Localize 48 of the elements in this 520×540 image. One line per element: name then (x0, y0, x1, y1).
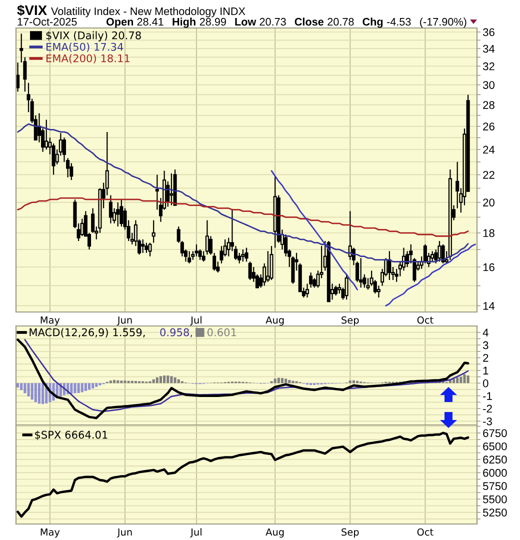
x-tick-label: Jul (190, 316, 202, 326)
x-tick-label: May (40, 528, 60, 538)
y-tick-label: -3 (483, 417, 492, 426)
y-tick-label: 14 (483, 302, 495, 310)
y-tick-label: 20 (483, 198, 494, 206)
y-tick-label: 24 (483, 146, 495, 154)
y-tick-label: 6750 (483, 429, 507, 438)
x-tick-label: Oct (417, 316, 434, 324)
legend-label: MACD(12,26,9) 1.559, (30, 328, 145, 338)
y-tick-label: -2 (483, 404, 492, 413)
x-tick-label: Aug (266, 316, 284, 326)
legend-label: $VIX (Daily) 20.78 (46, 31, 141, 42)
x-tick-label: Sep (342, 528, 359, 538)
y-tick-label: 1 (483, 366, 488, 374)
y-tick-label: 26 (483, 122, 494, 130)
y-tick-label: 0 (482, 379, 488, 388)
x-tick-label: Aug (266, 528, 284, 538)
text: 0.958, (160, 328, 192, 338)
y-tick-label: 6500 (483, 442, 507, 450)
y-tick-label: 2 (483, 354, 488, 362)
y-tick-label: 28 (483, 101, 494, 109)
y-tick-label: 18 (483, 229, 494, 238)
x-tick-label: Sep (342, 316, 359, 326)
legend-label: EMA(200) 18.11 (46, 54, 130, 64)
y-tick-label: 5500 (483, 495, 507, 504)
text: 17-Oct-2025 Open 28.41 High 28.99 Low 20.73 Close 20.78 Chg -4.53 (-17.90%) (18, 18, 466, 28)
y-tick-label: 34 (482, 44, 495, 53)
x-tick-label: Jun (116, 316, 132, 326)
legend-label: EMA(50) 17.34 (46, 42, 124, 52)
chart-title: $VIX Volatility Index - New Methodology INDX (17, 4, 246, 18)
x-tick-label: Jun (116, 528, 132, 538)
x-tick-label: Oct (417, 528, 434, 536)
y-tick-label: 6250 (483, 456, 507, 464)
y-tick-label: 32 (482, 62, 494, 70)
y-tick-label: 5750 (483, 482, 507, 490)
y-tick-label: 5250 (483, 508, 507, 516)
y-tick-label: 3 (482, 341, 488, 350)
y-tick-label: 36 (482, 28, 494, 36)
legend-label: 0.601 (207, 328, 236, 336)
legend-label: $SPX 6664.01 (35, 430, 108, 440)
y-tick-label: 6000 (483, 468, 507, 477)
x-tick-label: May (40, 316, 60, 326)
y-tick-label: 22 (483, 170, 494, 179)
x-tick-label: Jul (190, 528, 202, 538)
y-tick-label: 4 (482, 328, 488, 336)
y-tick-label: 30 (482, 81, 494, 89)
y-tick-label: -1 (483, 392, 492, 400)
y-tick-label: 16 (483, 263, 494, 272)
